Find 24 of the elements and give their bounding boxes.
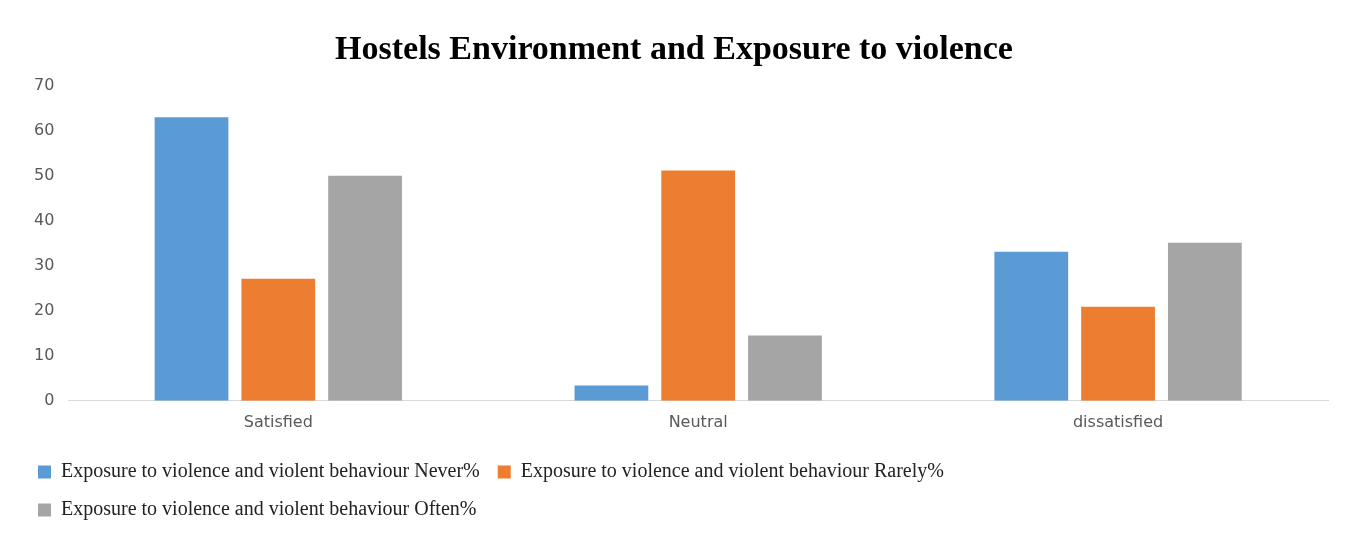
bar bbox=[241, 278, 316, 401]
legend-label: Exposure to violence and violent behaviour Rarely% bbox=[520, 459, 944, 483]
y-tick-label: 0 bbox=[44, 389, 55, 409]
y-tick-label: 50 bbox=[34, 164, 55, 184]
y-tick-label: 70 bbox=[34, 74, 55, 94]
x-tick-label: Neutral bbox=[668, 411, 728, 431]
chart-title: Hostels Environment and Exposure to violence bbox=[335, 29, 1013, 67]
y-tick-label: 40 bbox=[34, 209, 55, 229]
bar bbox=[154, 117, 229, 401]
bar bbox=[574, 385, 649, 401]
bar bbox=[328, 175, 402, 401]
legend-label: Exposure to violence and violent behaviour Often% bbox=[61, 497, 477, 521]
y-tick-label: 20 bbox=[34, 299, 55, 319]
bar bbox=[748, 335, 822, 401]
bar bbox=[1167, 242, 1242, 401]
bar bbox=[1081, 306, 1155, 401]
x-tick-label: Satisfied bbox=[243, 411, 313, 431]
bar bbox=[994, 251, 1069, 401]
y-tick-label: 10 bbox=[34, 344, 55, 364]
y-tick-label: 30 bbox=[34, 254, 55, 274]
y-tick-label: 60 bbox=[34, 119, 55, 139]
bar bbox=[661, 170, 736, 401]
x-tick-label: dissatisfied bbox=[1072, 411, 1164, 431]
legend-label: Exposure to violence and violent behaviour Never% bbox=[61, 459, 480, 483]
